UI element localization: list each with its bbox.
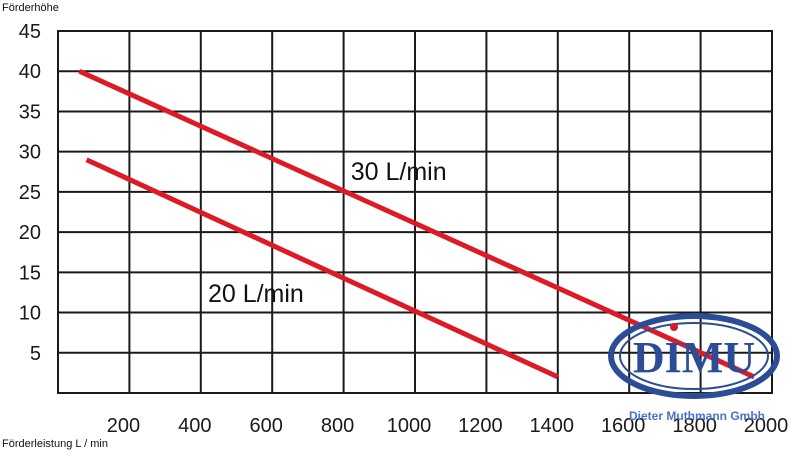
y-tick-labels: 45 40 35 30 25 20 15 10 5 [19,21,41,365]
x-axis-label: Förderleistung L / min [2,438,108,450]
annotations: 30 L/min 20 L/min [208,158,447,308]
x-tick-labels: 200 400 600 800 1000 1200 1400 1600 1800 2000 [107,415,789,437]
series-lines [78,68,756,380]
y-tick-label: 15 [19,262,41,284]
series-line [78,68,756,380]
y-tick-label: 20 [19,222,41,244]
logo-wordmark: DIMU [633,333,755,382]
series-annotation: 30 L/min [351,158,447,186]
y-axis-label: Förderhöhe [2,2,59,14]
x-tick-label: 600 [250,415,283,437]
series-annotation: 20 L/min [208,280,304,308]
series-line [85,157,559,380]
y-tick-label: 25 [19,182,41,204]
x-tick-label: 1200 [458,415,503,437]
x-tick-label: 800 [321,415,354,437]
y-tick-label: 5 [30,343,41,365]
y-tick-label: 45 [19,21,41,43]
x-tick-label: 200 [107,415,140,437]
logo-subtitle: Dieter Muthmann Gmbh [629,409,765,423]
x-tick-label: 1400 [530,415,575,437]
x-tick-label: 1800 [672,415,717,437]
dimu-logo: DIMU Dieter Muthmann Gmbh [608,313,780,423]
x-tick-label: 1600 [601,415,646,437]
y-tick-label: 40 [19,61,41,83]
y-tick-label: 30 [19,142,41,164]
y-tick-label: 10 [19,303,41,325]
logo-dot-icon [670,323,678,331]
x-tick-label: 2000 [744,415,789,437]
x-tick-label: 400 [178,415,211,437]
x-tick-label: 1000 [387,415,432,437]
y-tick-label: 35 [19,101,41,123]
